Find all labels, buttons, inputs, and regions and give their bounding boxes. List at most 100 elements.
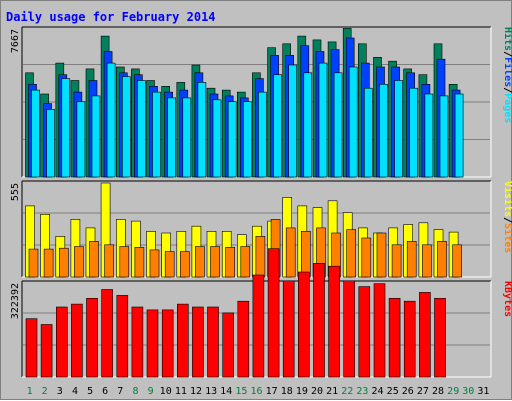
panel-visits-max-label: 555 — [10, 183, 21, 201]
bar-pages-day-19 — [303, 72, 313, 178]
bar-kbytes-day-20 — [313, 262, 325, 378]
bar-kbytes-day-18 — [282, 280, 295, 378]
bar-pages-day-5 — [91, 95, 101, 178]
x-tick-label-day-25: 25 — [387, 386, 399, 397]
bar-kbytes-day-7 — [116, 295, 129, 378]
bar-sites-day-2 — [43, 248, 54, 278]
bar-pages-day-3 — [61, 78, 71, 178]
legend-item: / — [502, 51, 512, 57]
legend-item: / — [502, 217, 512, 223]
legend-item: Visits — [502, 181, 512, 217]
panel-visits: 555 Visits/Sites — [10, 180, 512, 278]
bar-sites-day-27 — [422, 244, 432, 278]
x-tick-label-day-28: 28 — [432, 386, 444, 397]
bar-sites-day-12 — [195, 246, 205, 278]
bar-pages-day-20 — [318, 62, 328, 178]
bar-pages-day-28 — [439, 95, 449, 178]
series-kbytes — [25, 248, 446, 378]
x-tick-label-day-12: 12 — [190, 386, 202, 397]
bar-kbytes-day-23 — [358, 286, 371, 378]
bar-pages-day-23 — [363, 87, 373, 178]
x-tick-label-day-6: 6 — [102, 386, 108, 397]
bar-pages-day-16 — [258, 91, 267, 178]
bar-kbytes-day-17 — [267, 248, 280, 378]
bar-pages-day-24 — [379, 84, 388, 178]
bar-kbytes-day-21 — [328, 265, 340, 378]
bar-sites-day-9 — [149, 249, 160, 278]
x-tick-label-day-15: 15 — [235, 386, 247, 397]
bar-kbytes-day-5 — [86, 297, 98, 378]
bar-sites-day-15 — [240, 246, 251, 278]
panel-hits-legend: Hits/Files/Pages — [502, 27, 512, 123]
bar-kbytes-day-9 — [146, 309, 159, 378]
series-sites — [28, 219, 462, 278]
bar-pages-day-13 — [212, 99, 222, 178]
x-tick-label-day-8: 8 — [132, 386, 138, 397]
bar-kbytes-day-14 — [222, 312, 234, 378]
bar-kbytes-day-12 — [192, 306, 204, 378]
legend-item: KBytes — [502, 281, 512, 317]
legend-item: Files — [502, 57, 512, 87]
bar-sites-day-28 — [437, 241, 447, 278]
bar-pages-day-9 — [152, 91, 161, 178]
x-tick-label-day-27: 27 — [417, 386, 429, 397]
x-tick-label-day-1: 1 — [27, 386, 33, 397]
bar-pages-day-4 — [76, 101, 86, 178]
bar-sites-day-16 — [255, 236, 266, 278]
bar-sites-day-4 — [74, 246, 84, 278]
bar-pages-day-21 — [333, 72, 343, 178]
bar-sites-day-8 — [134, 247, 145, 278]
x-tick-label-day-14: 14 — [220, 386, 232, 397]
x-tick-label-day-17: 17 — [266, 386, 278, 397]
bar-pages-day-15 — [243, 101, 252, 178]
panel-kbytes: 322392 KBytes — [10, 248, 512, 378]
bar-sites-day-13 — [210, 246, 220, 278]
x-tick-label-day-29: 29 — [447, 386, 459, 397]
legend-item: Pages — [502, 93, 512, 123]
panel-hits-max-label: 7667 — [10, 29, 21, 53]
bar-sites-day-10 — [164, 251, 175, 278]
bar-sites-day-22 — [346, 229, 357, 278]
bar-sites-day-26 — [406, 241, 417, 278]
bar-pages-day-26 — [409, 87, 419, 178]
x-tick-label-day-2: 2 — [42, 386, 48, 397]
bar-pages-day-18 — [288, 64, 298, 178]
bar-pages-day-14 — [227, 101, 237, 178]
bar-sites-day-23 — [361, 237, 372, 278]
bar-kbytes-day-2 — [40, 324, 53, 378]
bar-sites-day-5 — [89, 241, 99, 278]
x-tick-label-day-24: 24 — [371, 386, 383, 397]
bar-sites-day-1 — [28, 248, 39, 278]
bar-sites-day-24 — [376, 232, 387, 278]
x-tick-label-day-5: 5 — [87, 386, 93, 397]
bar-sites-day-7 — [119, 246, 130, 278]
legend-item: Sites — [502, 223, 512, 253]
bar-pages-day-12 — [197, 82, 207, 178]
bar-kbytes-day-16 — [252, 274, 265, 378]
series-pages — [31, 62, 464, 178]
bar-kbytes-day-10 — [161, 309, 174, 378]
bar-kbytes-day-22 — [343, 280, 356, 378]
bar-sites-day-6 — [104, 244, 114, 278]
bar-pages-day-25 — [394, 80, 403, 178]
bar-kbytes-day-13 — [207, 306, 219, 378]
bar-kbytes-day-15 — [237, 300, 250, 378]
x-axis-labels: 1 2 3 4 5 6 7 8 9 10 11 12 13 14 15 16 17 18 19 20 21 22 23 24 2… — [27, 386, 490, 397]
bar-kbytes-day-27 — [419, 292, 431, 378]
bar-sites-day-19 — [300, 231, 311, 278]
x-tick-label-day-31: 31 — [477, 386, 489, 397]
x-tick-label-day-18: 18 — [281, 386, 293, 397]
bar-kbytes-day-8 — [131, 306, 144, 378]
bar-sites-day-3 — [58, 247, 69, 278]
bar-pages-day-22 — [348, 66, 358, 178]
bar-pages-day-6 — [106, 62, 116, 178]
bar-kbytes-day-19 — [297, 271, 310, 378]
bar-pages-day-1 — [31, 89, 40, 178]
bar-kbytes-day-3 — [55, 306, 68, 378]
x-tick-label-day-10: 10 — [160, 386, 172, 397]
panel-hits: 7667 Hits/Files/Pages — [10, 26, 512, 178]
x-tick-label-day-21: 21 — [326, 386, 338, 397]
